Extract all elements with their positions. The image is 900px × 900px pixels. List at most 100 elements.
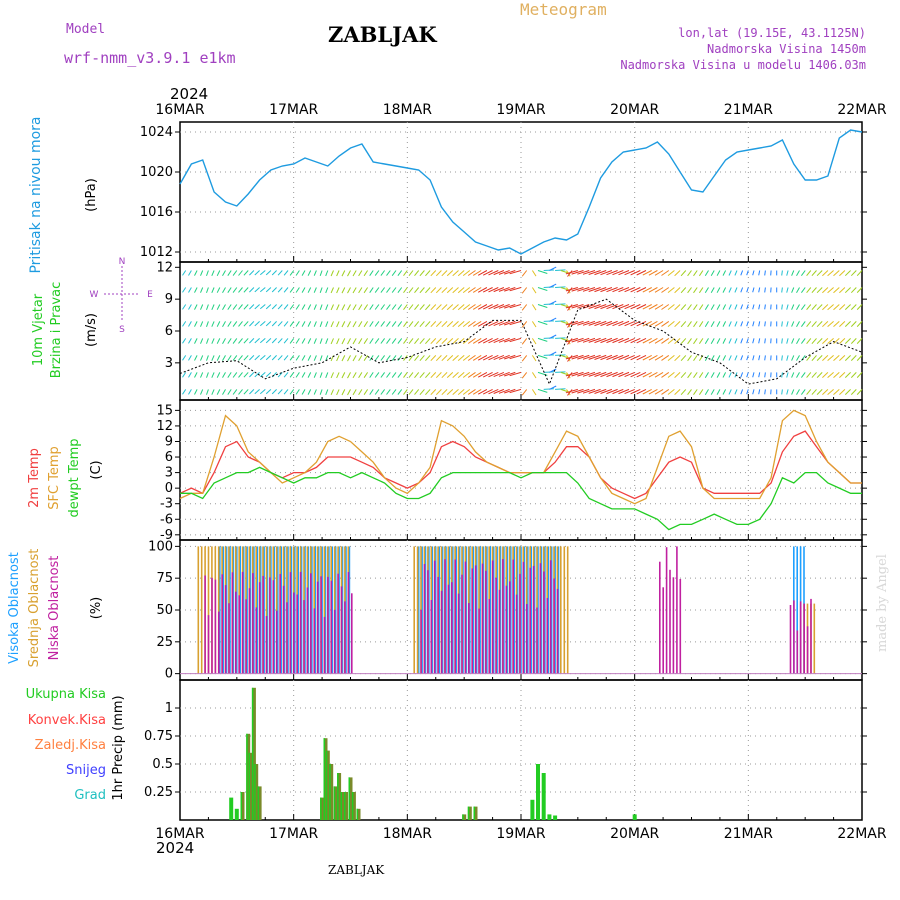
wind-arrow [606, 337, 618, 344]
wind-arrow [271, 270, 277, 276]
wind-arrow [363, 270, 369, 277]
wind-arrow [606, 320, 618, 327]
wind-arrow [352, 321, 357, 328]
wind-arrow [806, 338, 812, 345]
wind-arrow [472, 287, 482, 293]
wind-arrow [693, 372, 698, 378]
wind-arrow [307, 338, 312, 344]
cloud-legend-2: Niska Oblacnost [47, 556, 62, 661]
wind-arrow [758, 355, 761, 361]
wind-arrow [227, 372, 232, 378]
wind-arrow [289, 389, 295, 395]
wind-arrow [182, 372, 187, 378]
precip-bar [320, 797, 325, 820]
wind-arrow [403, 321, 408, 327]
wind-arrow [462, 270, 471, 276]
wind-arrow [408, 355, 414, 362]
wind-arrow [667, 389, 675, 395]
wind-arrow [232, 287, 238, 293]
wind-arrow [594, 354, 607, 360]
wind-arrow [504, 320, 516, 326]
precip-bar [248, 752, 253, 820]
wind-arrow [791, 372, 795, 378]
wind-arrow [850, 355, 857, 361]
wind-arrow [791, 287, 795, 293]
wind-arrow [722, 355, 727, 361]
wind-arrow [716, 389, 721, 395]
wind-arrow [295, 270, 300, 276]
wind-arrow [467, 371, 476, 378]
wind-arrow [582, 270, 596, 275]
wind-arrow [791, 355, 795, 361]
wind-arrow [374, 304, 380, 310]
wind-arrow [227, 338, 232, 344]
wind-arrow [704, 338, 709, 344]
compass-e: E [147, 290, 153, 300]
wind-arrow [537, 287, 548, 291]
wind-arrow [211, 287, 215, 293]
wind-arrow [698, 389, 704, 395]
wind-arrow [543, 371, 555, 373]
wind-arrow [254, 338, 260, 344]
wind-arrow [380, 355, 386, 361]
wind-arrow [341, 321, 346, 328]
credit-label: made by Angel [875, 554, 890, 652]
x-tick-label-bottom: 22MAR [837, 826, 886, 842]
precip-bar-edge [251, 687, 254, 820]
wind-arrow [811, 321, 817, 328]
wind-arrow [425, 321, 431, 328]
wind-arrow [259, 270, 266, 276]
wind-arrow [667, 270, 675, 276]
wind-arrow [816, 389, 823, 395]
wind-arrow [467, 320, 476, 327]
wind-arrow [216, 372, 221, 378]
wind-arrow [182, 304, 187, 310]
wind-arrow [594, 304, 607, 310]
precip-bar-edge [344, 792, 346, 820]
wind-arrow [588, 388, 601, 394]
wind-arrow [419, 372, 425, 379]
wind-arrow [654, 371, 664, 378]
wind-arrow [674, 304, 681, 311]
wind-arrow [419, 321, 425, 328]
wind-arrow [781, 304, 783, 310]
wind-arrow [822, 372, 829, 378]
wind-arrow [661, 371, 670, 378]
wind-arrow [758, 321, 761, 327]
wind-arrow [232, 321, 238, 327]
wind-arrow [380, 389, 386, 395]
wind-arrow [796, 270, 800, 276]
wind-arrow [200, 304, 204, 310]
wind-arrow [630, 388, 641, 395]
wind-arrow [839, 389, 846, 395]
wind-arrow [734, 270, 738, 276]
wind-arrow [222, 389, 226, 395]
wind-arrow [211, 338, 215, 344]
temp-legend-1: SFC Temp [47, 446, 62, 510]
wind-arrow [341, 287, 346, 294]
wind-arrow [833, 287, 840, 294]
wind-arrow [674, 321, 681, 328]
wind-arrow [833, 321, 840, 327]
precip-bar [257, 786, 262, 820]
wind-arrow [325, 338, 329, 344]
wind-arrow [238, 270, 243, 276]
wind-arrow [698, 321, 704, 328]
wind-arrow [594, 320, 607, 327]
wind-arrow [800, 389, 806, 395]
wind-arrow [537, 270, 548, 274]
wind-arrow [549, 385, 557, 390]
wind-arrow [555, 269, 566, 271]
wind-arrow [612, 304, 624, 310]
wind-arrow [636, 304, 647, 310]
wind-arrow [249, 270, 255, 276]
precip-bar [547, 814, 552, 820]
wind-arrow [504, 354, 516, 360]
wind-arrow [648, 287, 658, 293]
wind-arrow [259, 372, 266, 378]
wind-arrow [488, 304, 499, 310]
wind-arrow [734, 304, 738, 310]
wind-arrow [414, 270, 420, 277]
wind-arrow [764, 338, 766, 344]
wind-arrow [667, 321, 675, 327]
